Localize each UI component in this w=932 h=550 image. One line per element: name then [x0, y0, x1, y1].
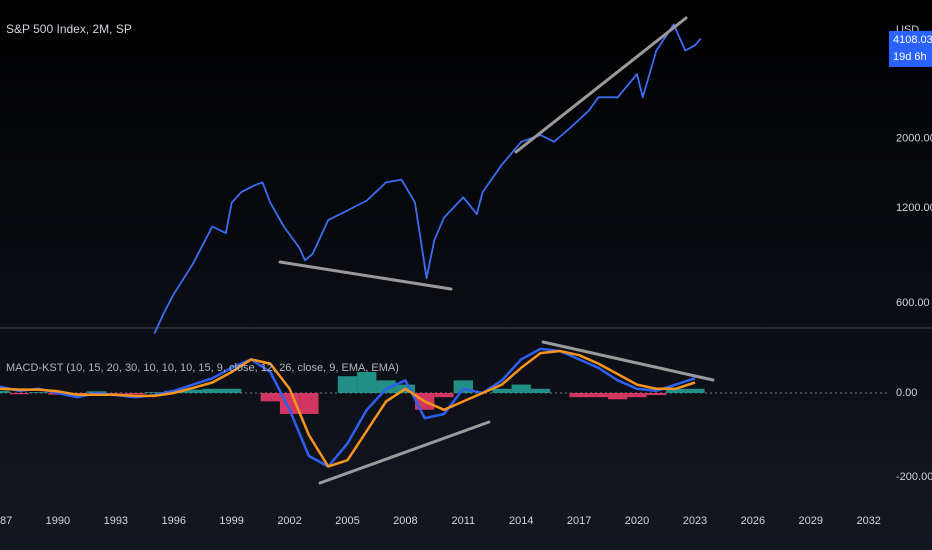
countdown-label: 19d 6h [893, 51, 927, 63]
x-tick-label: 2032 [856, 515, 880, 527]
histogram-bar [530, 388, 551, 393]
histogram-bar [511, 384, 531, 393]
x-tick-label: 1999 [219, 515, 243, 527]
x-tick-label: 1990 [46, 515, 70, 527]
trend-line [514, 16, 688, 154]
x-tick-label: 1993 [104, 515, 128, 527]
histogram-bar [627, 392, 647, 398]
histogram-bar [434, 392, 454, 398]
price-label: 4108.03 [893, 34, 932, 46]
trend-line [278, 260, 453, 291]
y-tick-label: -200.00 [896, 471, 932, 483]
histogram-bar [492, 388, 512, 393]
y-tick-label: 2000.00 [896, 132, 932, 144]
x-tick-label: 2011 [451, 515, 475, 527]
histogram-bar [588, 392, 609, 398]
histogram-bar [337, 376, 358, 393]
histogram-bar [28, 392, 49, 393]
trend-line [318, 420, 491, 485]
x-tick-label: 2029 [799, 515, 823, 527]
histogram-bar [299, 392, 319, 414]
histogram-bar [0, 390, 10, 393]
histogram-bar [222, 388, 242, 393]
series-line [0, 349, 696, 468]
x-tick-label: 2017 [567, 515, 591, 527]
price-label-box [889, 30, 932, 67]
x-tick-label: 2014 [509, 515, 533, 527]
x-tick-label: 2026 [741, 515, 765, 527]
x-tick-label: 2008 [393, 515, 417, 527]
indicator-title: MACD-KST (10, 15, 20, 30, 10, 10, 10, 15… [6, 362, 399, 374]
histogram-bar [9, 392, 29, 395]
x-tick-label: 2005 [335, 515, 359, 527]
y-tick-label: 1200.00 [896, 202, 932, 214]
series-line [153, 23, 702, 334]
histogram-bar [608, 392, 628, 400]
price-title: S&P 500 Index, 2M, SP [6, 22, 132, 36]
histogram-bar [183, 389, 203, 393]
x-tick-label: 1996 [161, 515, 185, 527]
histogram-bar [260, 392, 280, 402]
trend-line [541, 340, 715, 382]
y-tick-label: 600.00 [896, 297, 930, 309]
histogram-bar [666, 388, 686, 393]
x-tick-label: 2002 [277, 515, 301, 527]
x-tick-label: 2023 [683, 515, 707, 527]
histogram-bar [569, 392, 589, 398]
x-tick-label: 2020 [625, 515, 649, 527]
histogram-bar [685, 388, 705, 393]
histogram-bar [144, 392, 165, 393]
y-tick-label: 0.00 [896, 387, 917, 399]
histogram-bar [376, 380, 396, 393]
histogram-bar [202, 388, 222, 393]
histogram-bar [357, 371, 377, 393]
x-tick-label: 1987 [0, 515, 12, 527]
histogram-bar [125, 392, 145, 395]
histogram-bar [646, 392, 666, 396]
